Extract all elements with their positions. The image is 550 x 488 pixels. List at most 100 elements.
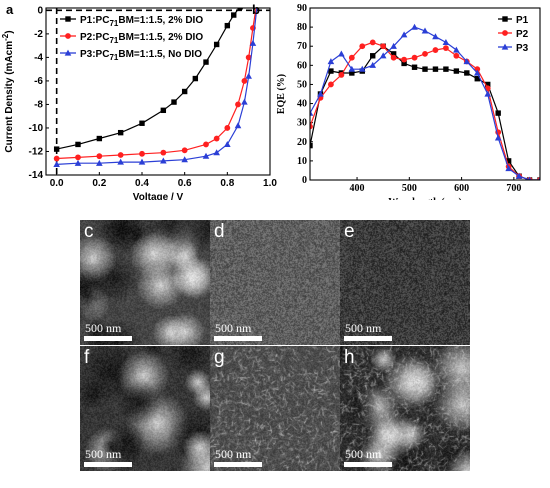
panel-a-legend-label-3-b: BM=1:1.5, No DIO	[118, 49, 202, 60]
panel-a-legend-label-2-a: P2:PC	[80, 32, 109, 43]
panel-b-series-1-point	[370, 53, 376, 59]
panel-b-series-2-point	[338, 71, 345, 78]
panel-a-series-3-point	[224, 141, 231, 148]
panel-a-y-axis-label: Current Density (mAcm-2)	[1, 30, 16, 152]
panel-a-plot-frame	[45, 7, 271, 176]
micrograph-h-scale-text: 500 nm	[345, 447, 382, 461]
panel-b-series-2-point	[390, 54, 397, 61]
panel-a-legend-marker-3	[64, 49, 72, 56]
panel-a-legend-label-3: P3:PC71BM=1:1.5, No DIO	[80, 49, 202, 62]
panel-b-series-1-point	[422, 66, 428, 72]
panel-a-series-3-point	[160, 157, 167, 164]
panel-a-series-3-line	[56, 8, 258, 165]
panel-b-series-3-point	[400, 31, 408, 38]
panel-a-series-1-point	[224, 22, 231, 29]
panel-a-series-2-point	[117, 152, 124, 158]
panel-b-series-2-point	[411, 54, 418, 61]
panel-a-series-1-point	[237, 8, 243, 10]
panel-b-ytick-label: 50	[297, 79, 307, 90]
panel-b-series-1-point	[411, 64, 418, 70]
panel-b-series-1-point	[390, 51, 397, 57]
panel-b-series-3-point	[432, 33, 439, 40]
panel-a-y-axis-label-sup: -2	[1, 33, 10, 41]
panel-b-series-2-point	[380, 43, 387, 50]
panel-b-series-2-point	[359, 43, 366, 50]
micrograph-h: h 500 nm	[340, 346, 470, 471]
panel-b-xtick-label: 500	[402, 183, 417, 194]
micrograph-g-scale-text: 500 nm	[215, 447, 252, 461]
panel-b-series-2-point	[348, 54, 355, 61]
panel-b-series-3-point	[317, 90, 324, 97]
panel-a-ytick-label: -12	[29, 146, 44, 157]
panel-a-series-3-point	[96, 159, 103, 166]
micrograph-c-scale-text: 500 nm	[85, 321, 122, 335]
panel-a-series-1-point	[53, 146, 60, 152]
panel-a-series-3-point	[181, 156, 188, 163]
panel-b-x-axis-label: Wavelength (nm)	[388, 197, 462, 200]
panel-b-legend-label-1: P1	[516, 15, 529, 26]
micrograph-g-scale-bar	[214, 462, 262, 467]
panel-b-series-3-point	[411, 23, 418, 30]
panel-a-ytick-label: -2	[34, 29, 43, 40]
panel-b-ytick-label: 70	[297, 41, 307, 52]
panel-a-series-2-point	[241, 78, 248, 84]
micrograph-f-scale-text: 500 nm	[85, 447, 122, 461]
panel-a-xtick-label: 0.2	[92, 178, 106, 189]
panel-b-series-1-point	[432, 66, 439, 72]
panel-b-ytick-label: 20	[297, 137, 307, 148]
panel-b-series-2-point	[422, 50, 428, 57]
panel-a-series-3-point	[213, 149, 220, 156]
micrograph-e-scale-bar	[344, 336, 392, 341]
panel-a-panel-label: a	[6, 2, 14, 17]
panel-a-series-1-point	[75, 141, 81, 148]
micrograph-g-label: g	[214, 347, 225, 368]
panel-b-series-3-point	[369, 61, 377, 68]
panel-a-series-3-point	[245, 72, 252, 79]
panel-b-xtick-label: 600	[454, 183, 469, 194]
panel-a-series-2-point	[224, 125, 231, 131]
micrograph-h-image	[340, 346, 470, 471]
micrograph-e-label: e	[344, 221, 355, 242]
micrograph-g-image	[210, 346, 340, 471]
panel-b-ytick-label: 80	[297, 22, 307, 33]
panel-b-legend-marker-1	[502, 16, 508, 22]
panel-b-plot-frame	[309, 7, 541, 181]
panel-a-series-2-point	[160, 149, 167, 156]
panel-a-series-3-point	[138, 158, 146, 165]
panel-a-series-2-point	[53, 155, 60, 162]
panel-b-series-1-point	[474, 76, 480, 82]
panel-a-series-1-point	[203, 59, 209, 65]
panel-a-ytick-label: -10	[29, 123, 44, 134]
panel-a-series-1-point	[231, 12, 237, 18]
micrograph-e-scale-text: 500 nm	[345, 321, 382, 335]
panel-b-series-3-point	[421, 27, 429, 34]
panel-a-ytick-label: -4	[34, 52, 43, 63]
panel-a-legend-label-1-sub: 71	[109, 19, 118, 28]
panel-b-series-2-point	[401, 56, 407, 63]
panel-b-series-3-point	[327, 58, 335, 65]
panel-b-series-1-point	[495, 110, 501, 116]
panel-a-series-1-point	[160, 107, 167, 114]
panel-b-series-1-point	[485, 81, 491, 88]
micrograph-d-scale-text: 500 nm	[215, 321, 252, 335]
panel-b-series-2-point	[432, 47, 439, 53]
panel-a-series-2-point	[245, 54, 252, 61]
panel-a-legend-marker-2	[65, 33, 71, 39]
panel-b-xtick-label: 700	[506, 183, 521, 194]
panel-b-ytick-label: 10	[297, 156, 307, 167]
panel-a-legend-label-2-sub: 71	[109, 36, 118, 45]
panel-a-xtick-label: 0.0	[50, 178, 64, 189]
panel-a-ytick-label: -6	[34, 76, 43, 87]
panel-a-series-2-point	[96, 153, 103, 160]
panel-a-series-2-point	[139, 150, 145, 157]
micrograph-e: e 500 nm	[340, 220, 470, 345]
panel-b-series-3-point	[310, 109, 314, 116]
panel-b-legend-marker-2	[502, 30, 508, 36]
panel-a-series-1-point	[242, 0, 247, 1]
panel-b-series-3-point	[390, 42, 397, 49]
panel-b-ytick-label: 40	[297, 99, 307, 110]
panel-b-series-2-point	[328, 81, 334, 88]
charts-area: a 0.0 0.2 0.4 0.6 0.8 1.0 0 -2 -4 -6 -8 -10 -12 -14 Vol…	[1, 0, 541, 200]
panel-b-series-3-point	[379, 52, 387, 59]
panel-a-series-3-point	[241, 98, 248, 105]
